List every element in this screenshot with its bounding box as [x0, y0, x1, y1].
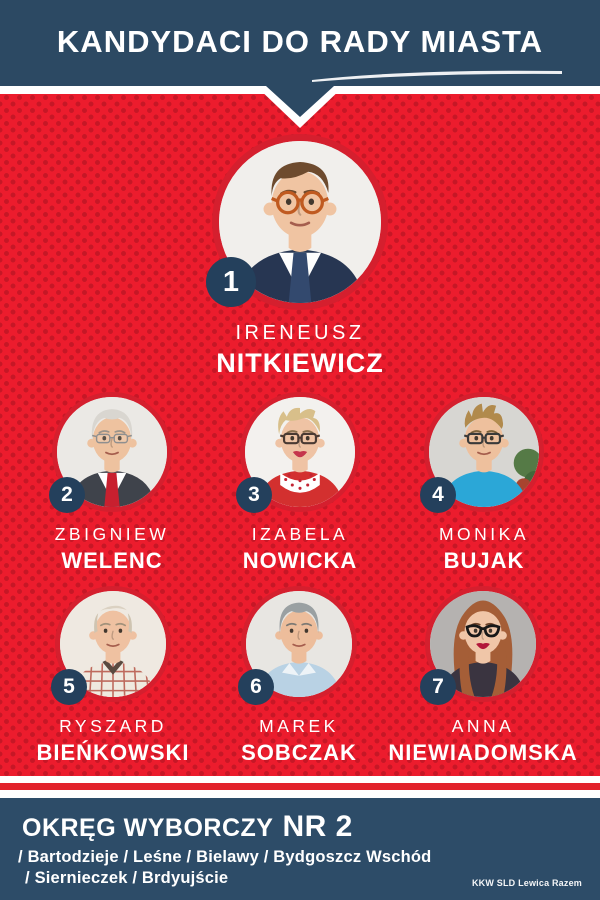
header-notch	[256, 86, 344, 128]
footer-band: OKRĘG WYBORCZY NR 2 / Bartodzieje / Leśn…	[0, 798, 600, 900]
candidate-last-name: NITKIEWICZ	[216, 348, 384, 378]
candidate-first-name: MAREK	[259, 716, 339, 736]
candidate-number-badge: 5	[51, 669, 87, 705]
candidate-number-badge: 3	[236, 477, 272, 513]
candidate-last-name: NOWICKA	[242, 548, 358, 573]
candidate-first-name: ANNA	[451, 716, 515, 736]
candidate-first-name: MONIKA	[438, 524, 530, 544]
district-areas-line2: / Siernieczek / Brdyujście	[25, 869, 229, 887]
candidate-first-name: ZBIGNIEW	[54, 524, 170, 544]
candidate-first-name: IRENEUSZ	[235, 322, 365, 344]
footer-white-stripe-bottom	[0, 790, 600, 798]
district-areas: / Bartodzieje / Leśne / Bielawy / Bydgos…	[18, 847, 431, 889]
candidate-name: ZBIGNIEW WELENC	[17, 524, 207, 574]
committee-label: KKW SLD Lewica Razem	[471, 878, 582, 888]
title-underline-swoosh	[312, 70, 562, 82]
candidate-number-badge: 4	[420, 477, 456, 513]
candidate-first-name: IZABELA	[251, 524, 349, 544]
candidate-name: IZABELA NOWICKA	[205, 524, 395, 574]
footer-white-stripe-top	[0, 776, 600, 783]
district-title: OKRĘG WYBORCZY NR 2	[22, 810, 353, 844]
district-areas-line1: / Bartodzieje / Leśne / Bielawy / Bydgos…	[18, 848, 432, 866]
candidate-last-name: NIEWIADOMSKA	[388, 740, 578, 765]
district-label: OKRĘG WYBORCZY	[22, 814, 274, 842]
candidate-last-name: BUJAK	[443, 548, 525, 573]
district-number: NR 2	[282, 810, 353, 843]
candidate-last-name: SOBCZAK	[241, 740, 357, 765]
candidate-number-badge: 1	[206, 257, 256, 307]
candidate-photo-ring	[212, 134, 388, 310]
candidate-name: RYSZARD BIEŃKOWSKI	[15, 716, 211, 766]
candidate-number-badge: 6	[238, 669, 274, 705]
candidate-number-badge: 7	[420, 669, 456, 705]
candidate-photo-ring	[52, 392, 172, 512]
candidate-number-badge: 2	[49, 477, 85, 513]
candidate-name: ANNA NIEWIADOMSKA	[385, 716, 581, 766]
candidate-last-name: WELENC	[61, 548, 163, 573]
candidate-photo	[219, 141, 381, 303]
candidate-first-name: RYSZARD	[59, 716, 167, 736]
candidate-name: IRENEUSZ NITKIEWICZ	[160, 322, 440, 379]
candidate-name: MONIKA BUJAK	[389, 524, 579, 574]
header-band: KANDYDACI DO RADY MIASTA	[0, 0, 600, 86]
poster-title: KANDYDACI DO RADY MIASTA	[56, 24, 544, 59]
candidate-name: MAREK SOBCZAK	[201, 716, 397, 766]
candidate-photo-ring	[55, 586, 171, 702]
candidate-last-name: BIEŃKOWSKI	[36, 740, 190, 765]
footer-red-stripe	[0, 783, 600, 790]
